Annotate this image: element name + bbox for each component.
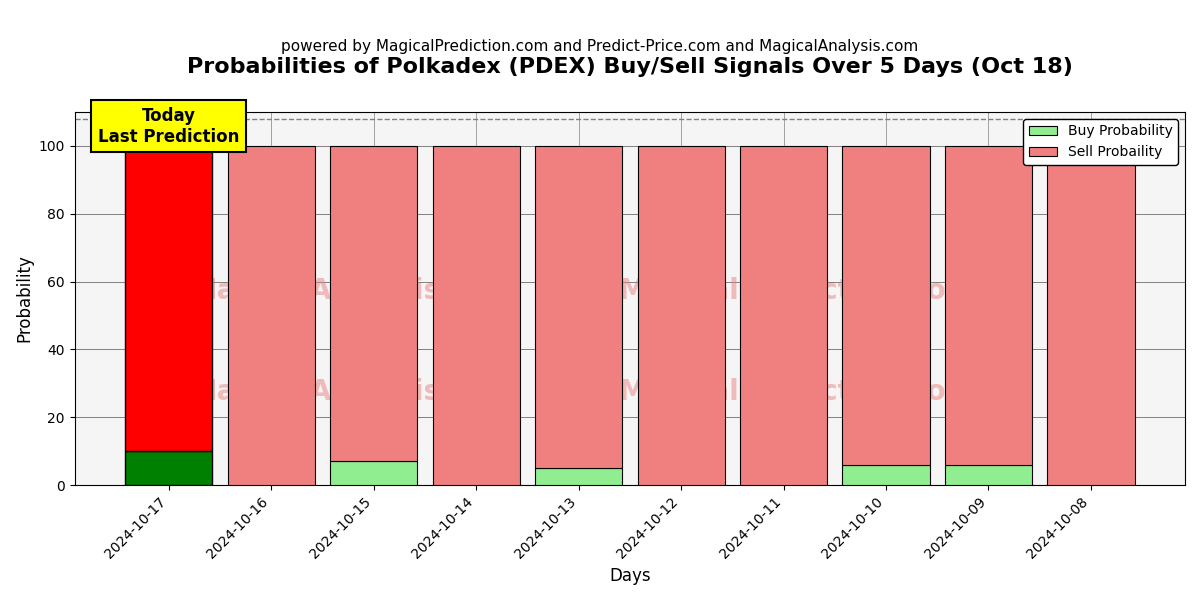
Text: powered by MagicalPrediction.com and Predict-Price.com and MagicalAnalysis.com: powered by MagicalPrediction.com and Pre…: [281, 39, 919, 54]
Bar: [432, 146, 520, 485]
Bar: [944, 146, 1032, 465]
Title: Probabilities of Polkadex (PDEX) Buy/Sell Signals Over 5 Days (Oct 18): Probabilities of Polkadex (PDEX) Buy/Sel…: [187, 57, 1073, 77]
Bar: [944, 465, 1032, 485]
Bar: [535, 468, 622, 485]
Bar: [535, 146, 622, 468]
Y-axis label: Probability: Probability: [16, 254, 34, 343]
Bar: [228, 146, 314, 485]
Text: Today
Last Prediction: Today Last Prediction: [98, 107, 239, 146]
X-axis label: Days: Days: [610, 567, 650, 585]
Bar: [125, 451, 212, 485]
Text: MagicalPrediction.com: MagicalPrediction.com: [618, 378, 974, 406]
Bar: [1048, 146, 1134, 485]
Bar: [330, 146, 418, 461]
Legend: Buy Probability, Sell Probaility: Buy Probability, Sell Probaility: [1024, 119, 1178, 165]
Bar: [125, 146, 212, 451]
Text: MagicalPrediction.com: MagicalPrediction.com: [618, 277, 974, 305]
Text: MagicalAnalysis.com: MagicalAnalysis.com: [190, 378, 515, 406]
Bar: [842, 146, 930, 465]
Text: MagicalAnalysis.com: MagicalAnalysis.com: [190, 277, 515, 305]
Bar: [842, 465, 930, 485]
Bar: [330, 461, 418, 485]
Bar: [740, 146, 827, 485]
Bar: [637, 146, 725, 485]
